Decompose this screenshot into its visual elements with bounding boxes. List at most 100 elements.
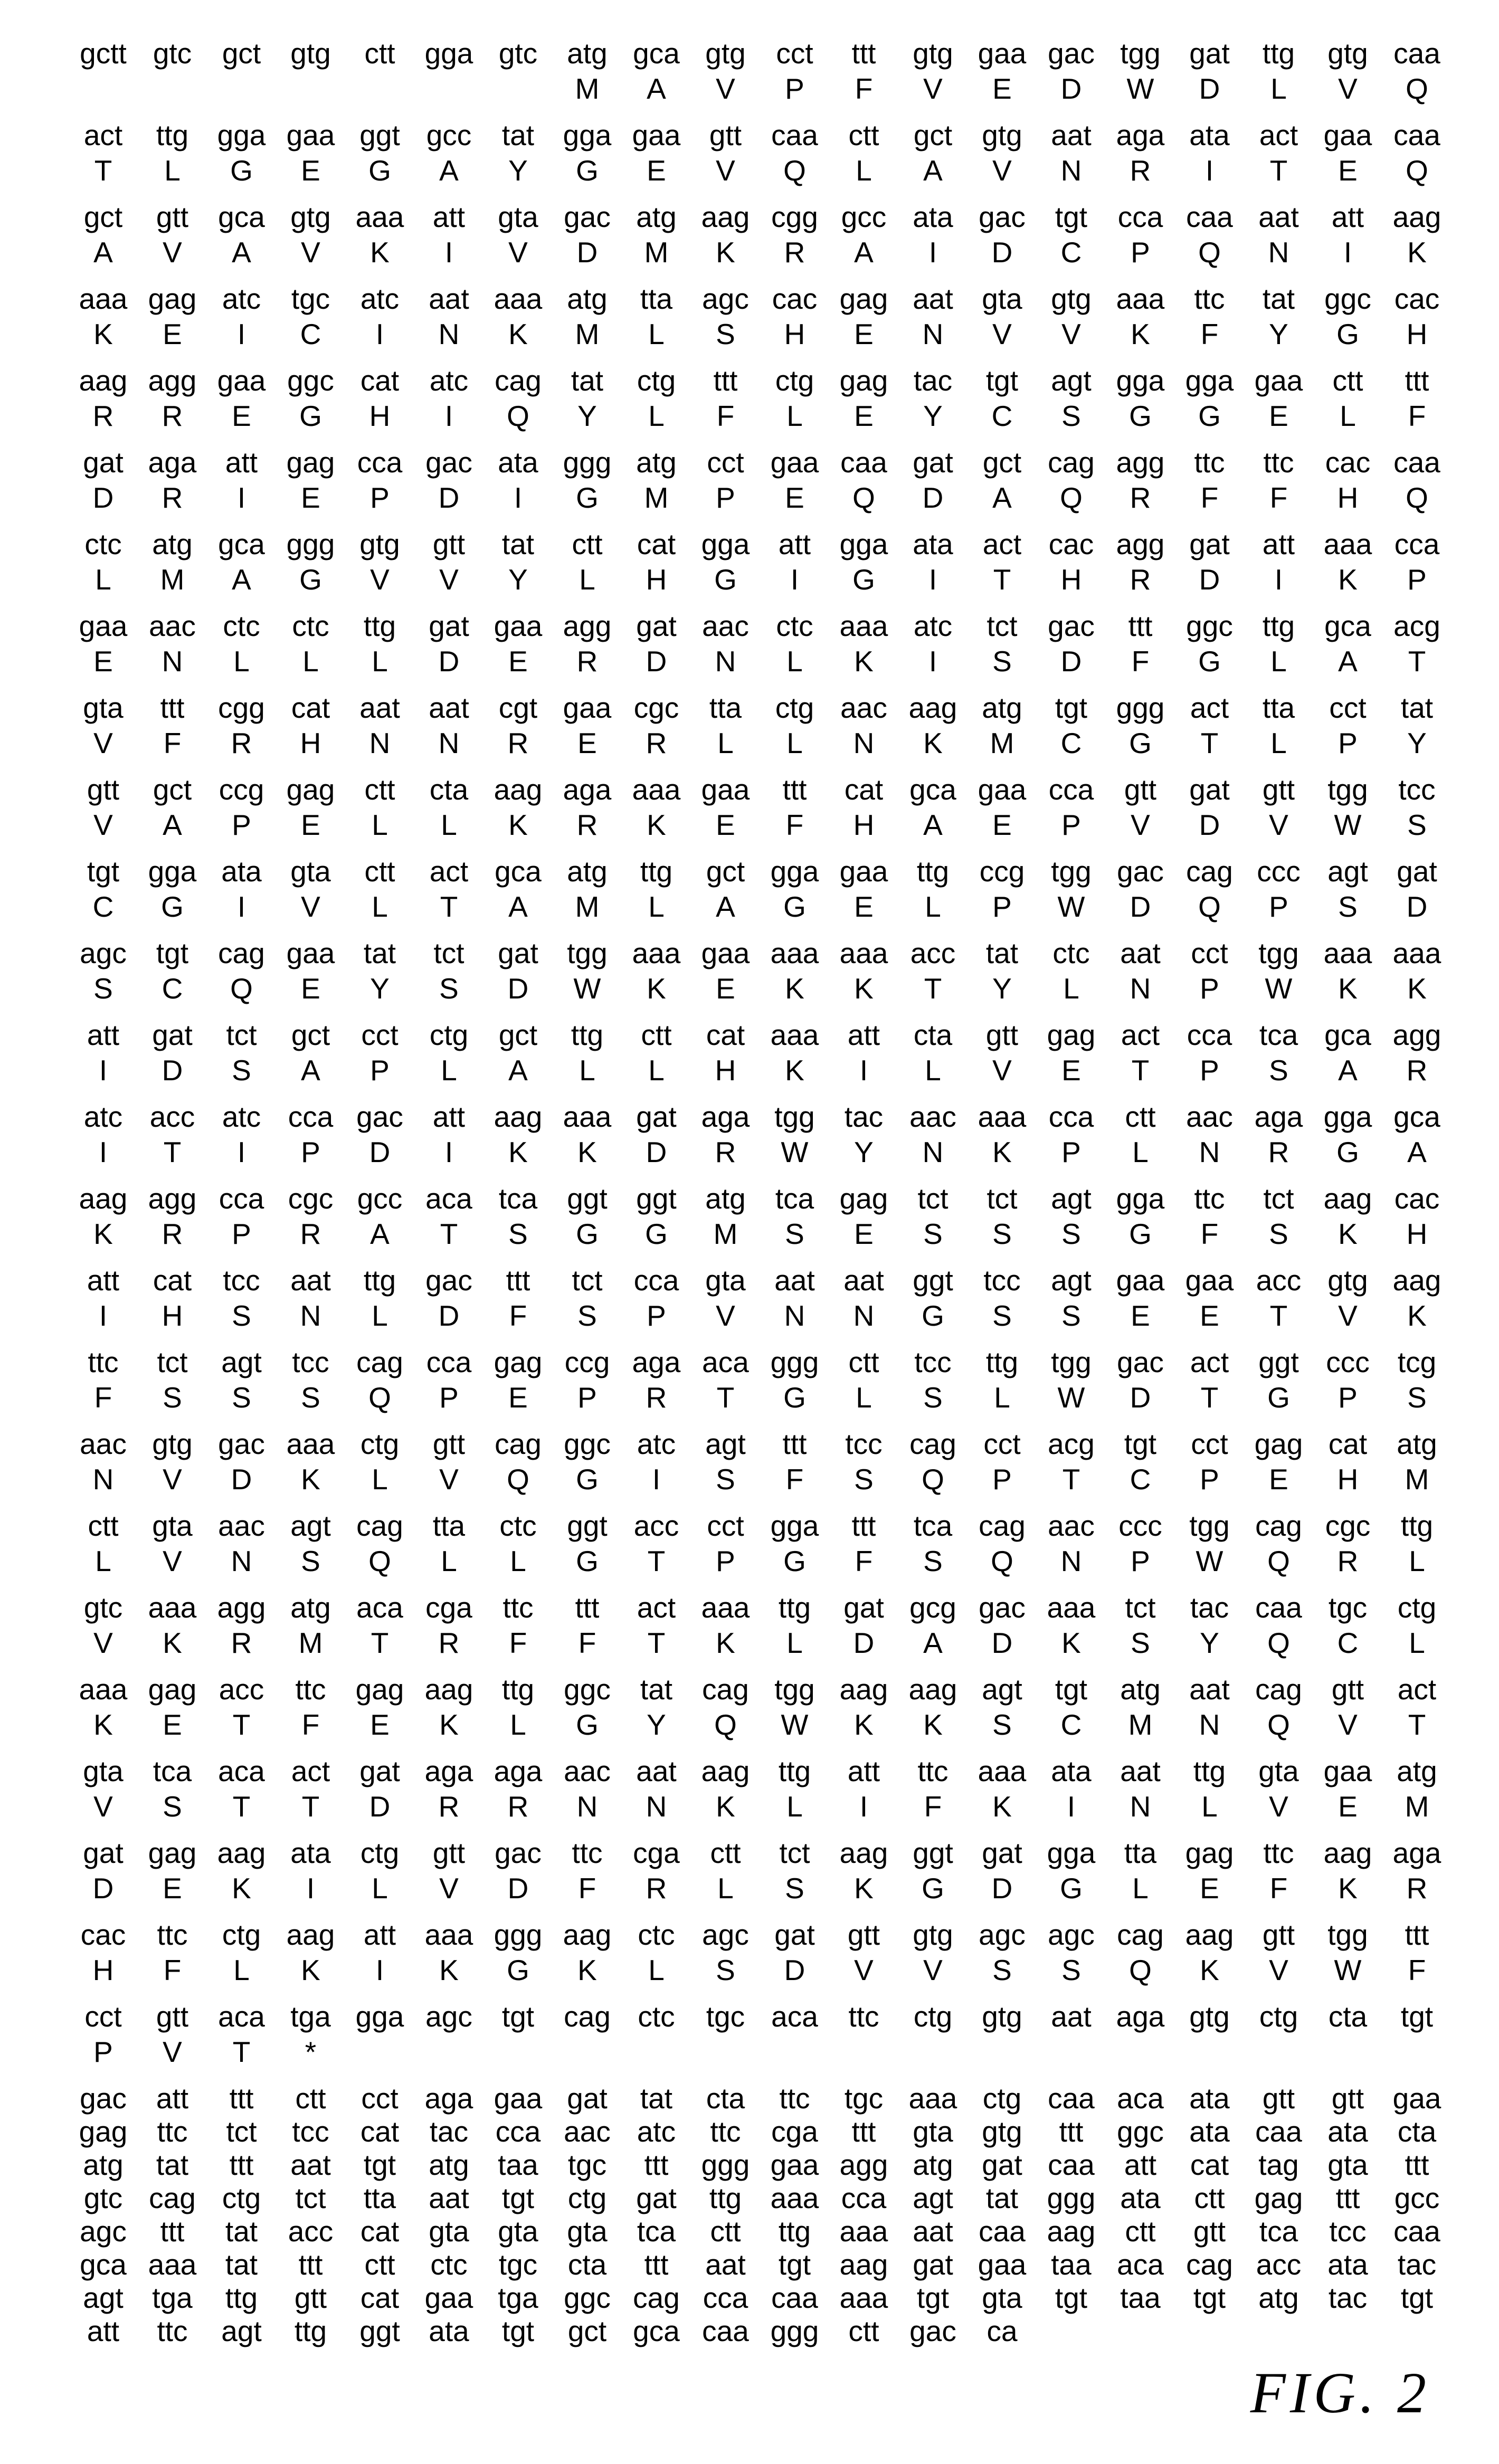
aa-row-cell: R	[622, 1379, 691, 1416]
aa-row-cell: Q	[1244, 1706, 1313, 1743]
codon-row-cell: att	[829, 1019, 898, 1052]
aa-row-cell: C	[138, 970, 207, 1007]
aa-row-cell: H	[1382, 316, 1451, 353]
aa-row-cell: L	[345, 806, 414, 843]
codon-row-cell: tgt	[1382, 2281, 1451, 2315]
aa-row-cell: S	[691, 1461, 760, 1498]
codon-row-cell: gaa	[1244, 364, 1313, 397]
codon-row-cell: gtt	[414, 528, 483, 561]
codon-row-cell: aat	[898, 282, 967, 316]
codon-row-cell: ctg	[414, 1019, 483, 1052]
aa-row-cell: P	[1175, 970, 1244, 1007]
aa-row-cell: R	[414, 1788, 483, 1825]
aa-row-cell: E	[69, 643, 138, 680]
codon-row-cell: tat	[1244, 282, 1313, 316]
codon-row-cell: ttc	[138, 2315, 207, 2348]
codon-row-cell: ggt	[1244, 1346, 1313, 1379]
codon-row-cell: tgg	[760, 1673, 829, 1706]
codon-row-cell: gtg	[1313, 37, 1382, 70]
codon-row-cell: gaa	[1313, 1755, 1382, 1788]
aa-row-cell: S	[829, 1461, 898, 1498]
codon-row-cell: caa	[760, 2281, 829, 2315]
codon-row-cell: atc	[622, 1428, 691, 1461]
aa-row: ITIPDIKKDRWYNKPLNRGA	[69, 1134, 1451, 1171]
codon-row-cell: tgt	[483, 2000, 553, 2033]
aa-row-cell: K	[1313, 970, 1382, 1007]
codon-row-cell: ata	[483, 446, 553, 479]
codon-row-cell: agt	[1037, 364, 1106, 397]
codon-row-cell: tat	[483, 528, 553, 561]
codon-row-cell: tgt	[483, 2182, 553, 2215]
aa-row-cell: D	[1037, 70, 1106, 107]
codon-row-cell: ctt	[691, 2215, 760, 2248]
aa-row-cell	[553, 2033, 622, 2070]
aa-row-cell: L	[345, 888, 414, 925]
aa-row-cell: S	[207, 1052, 276, 1089]
codon-row-cell: gtg	[276, 37, 345, 70]
aa-row-cell: A	[898, 152, 967, 189]
codon-row-cell: tat	[967, 937, 1037, 970]
codon-row-cell: cta	[414, 773, 483, 806]
codon-row-cell: aat	[1175, 1673, 1244, 1706]
aa-row-cell: E	[1175, 1870, 1244, 1907]
aa-row: VSTTDRRNNKLIFKINLVEM	[69, 1788, 1451, 1825]
codon-row-cell: ttc	[1175, 1182, 1244, 1215]
aa-row-cell: S	[1037, 1297, 1106, 1334]
aa-row-cell: D	[414, 1297, 483, 1334]
aa-row-cell: L	[138, 152, 207, 189]
codon-row-cell: gta	[553, 2215, 622, 2248]
codon-row-cell: gtt	[1244, 2082, 1313, 2115]
aa-row-cell: V	[138, 2033, 207, 2070]
aa-row-cell: A	[207, 234, 276, 271]
codon-row-cell: atg	[138, 528, 207, 561]
codon-row-cell: gct	[207, 37, 276, 70]
codon-row-cell: tca	[1244, 1019, 1313, 1052]
codon-row-cell: cac	[1313, 446, 1382, 479]
aa-row-cell: W	[553, 970, 622, 1007]
codon-row: attcattccaatttggacttttctccagtaaataatggtt…	[69, 1264, 1451, 1297]
aa-row-cell: A	[1313, 1052, 1382, 1089]
codon-row-cell: tgg	[1175, 1509, 1244, 1543]
codon-row-cell: aaa	[760, 937, 829, 970]
aa-row-cell: D	[483, 1870, 553, 1907]
codon-row-cell: cga	[760, 2115, 829, 2148]
codon-row-cell: gaa	[483, 610, 553, 643]
aa-row-cell: V	[1244, 1952, 1313, 1989]
aa-row-cell	[1037, 2033, 1106, 2070]
codon-row-cell: gtc	[483, 37, 553, 70]
codon-row-cell: att	[1106, 2148, 1175, 2182]
aa-row-cell: V	[138, 1543, 207, 1580]
codon-row: agcttttatacccatgtagtagtatcacttttgaaaaatc…	[69, 2215, 1451, 2248]
aa-row: KRPRATSGGMSESSSGFSKH	[69, 1215, 1451, 1252]
codon-row-cell: aag	[483, 1100, 553, 1134]
codon-row-cell: gga	[760, 1509, 829, 1543]
codon-row-cell: agg	[1106, 446, 1175, 479]
aa-row-cell: E	[553, 725, 622, 762]
codon-row-cell: gga	[345, 2000, 414, 2033]
aa-row-cell: Q	[1382, 152, 1451, 189]
codon-row-cell: gag	[1175, 1837, 1244, 1870]
codon-row-cell: cca	[691, 2281, 760, 2315]
codon-row-cell: aag	[898, 691, 967, 725]
codon-row-cell: cag	[138, 2182, 207, 2215]
codon-row-cell: agg	[1106, 528, 1175, 561]
codon-row-cell: caa	[1382, 446, 1451, 479]
aa-row-cell: L	[829, 1379, 898, 1416]
codon-row-cell: ttt	[553, 1591, 622, 1624]
codon-row-cell: tgt	[483, 2315, 553, 2348]
codon-row-cell: ttc	[69, 1346, 138, 1379]
codon-row-cell: ata	[276, 1837, 345, 1870]
codon-row-cell: aga	[414, 2082, 483, 2115]
codon-row: gtatttcggcataataatcgtgaacgcttactgaacaaga…	[69, 691, 1451, 725]
codon-row-cell: act	[1106, 1019, 1175, 1052]
codon-row-cell: gag	[138, 1837, 207, 1870]
aa-row-cell: R	[483, 1788, 553, 1825]
codon-row-cell: aaa	[483, 282, 553, 316]
aa-row-cell: K	[1382, 970, 1451, 1007]
codon-row-cell: aaa	[829, 2215, 898, 2248]
codon-row-cell: cga	[414, 1591, 483, 1624]
codon-row-cell: aaa	[622, 773, 691, 806]
codon-row: atgtattttaattgtatgtaatgctttggggaaaggatgg…	[69, 2148, 1451, 2182]
aa-row-cell: N	[553, 1788, 622, 1825]
aa-row-cell: Y	[483, 152, 553, 189]
